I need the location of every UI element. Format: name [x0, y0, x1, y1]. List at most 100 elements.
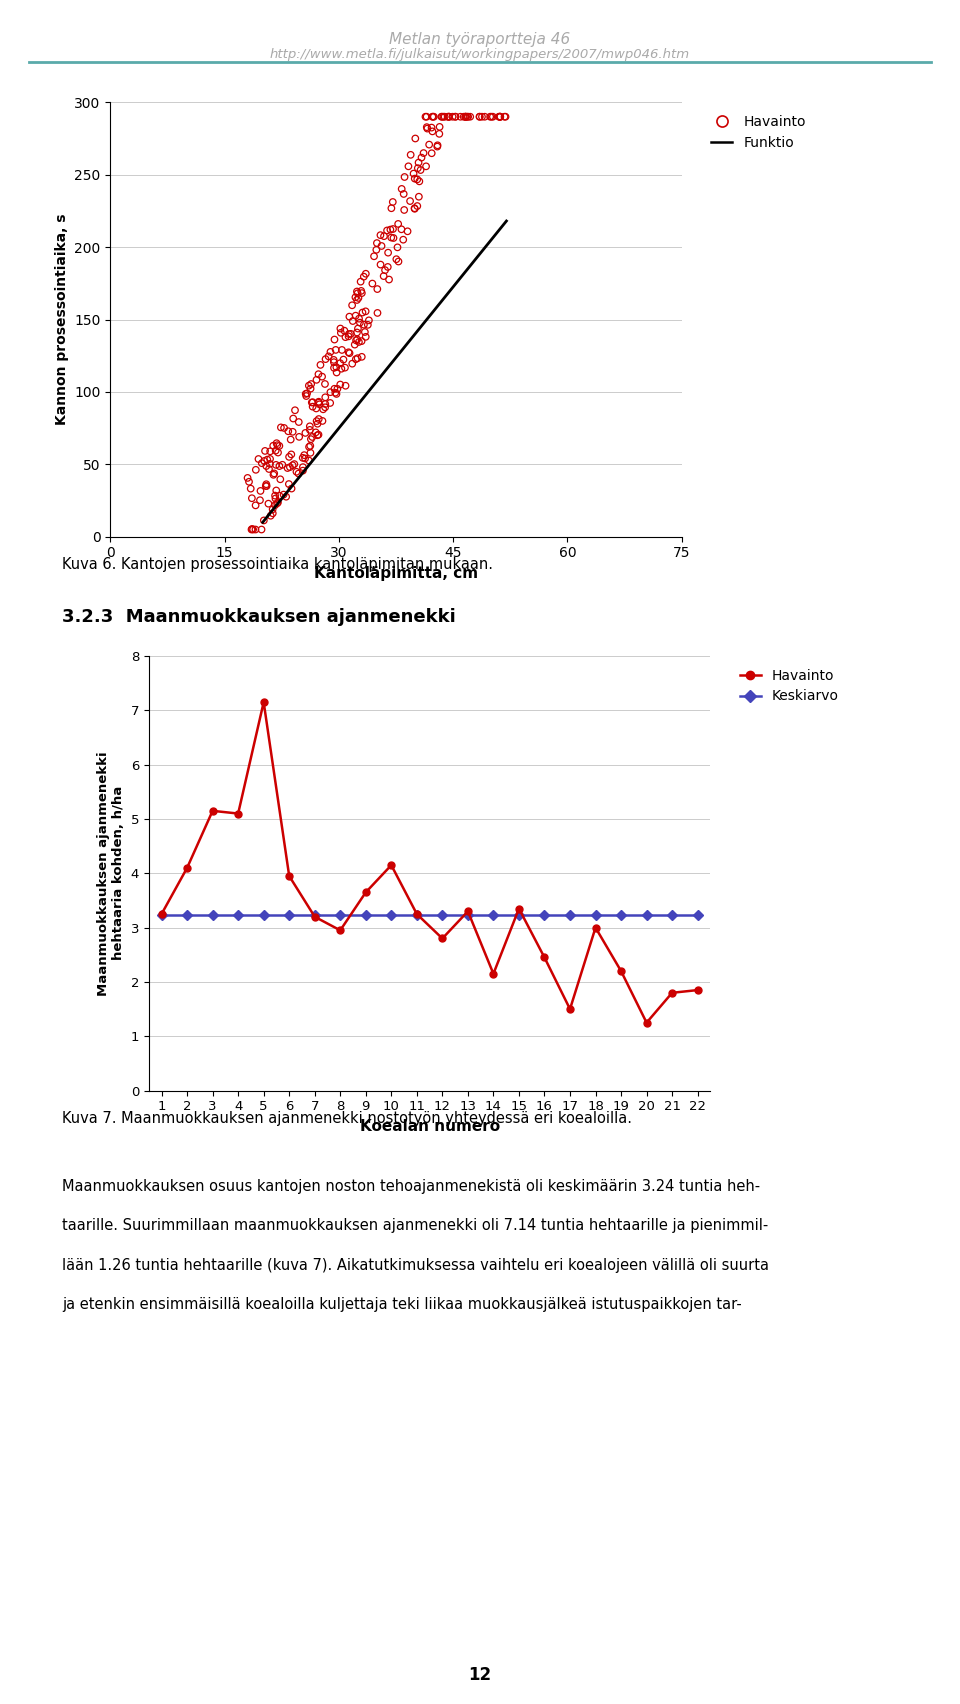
- Point: [396, 181, 412, 208]
- Point: [338, 371, 353, 399]
- Point: [287, 450, 302, 477]
- Point: [441, 102, 456, 130]
- Point: [315, 407, 330, 435]
- Point: [442, 102, 457, 130]
- Point: [420, 114, 435, 141]
- Point: [287, 397, 302, 424]
- Point: [442, 102, 457, 130]
- Point: [337, 354, 352, 382]
- Point: [342, 339, 357, 366]
- Point: [278, 484, 294, 511]
- Point: [355, 298, 371, 325]
- Point: [370, 230, 385, 257]
- Point: [318, 383, 333, 411]
- Point: [341, 339, 356, 366]
- Point: [356, 312, 372, 339]
- Point: [268, 436, 283, 463]
- Point: [341, 320, 356, 348]
- Point: [276, 481, 291, 508]
- Point: [272, 482, 287, 509]
- Point: [318, 390, 333, 417]
- Point: [309, 366, 324, 394]
- Point: [308, 395, 324, 423]
- Text: Kuva 7. Maanmuokkauksen ajanmenekki nostotyön yhteydessä eri koealoilla.: Kuva 7. Maanmuokkauksen ajanmenekki nost…: [62, 1111, 633, 1126]
- Point: [258, 453, 274, 481]
- Point: [302, 433, 318, 460]
- Point: [391, 210, 406, 237]
- Point: [291, 409, 306, 436]
- Point: [313, 351, 328, 378]
- Point: [345, 307, 360, 334]
- Point: [353, 268, 369, 295]
- Text: taarille. Suurimmillaan maanmuokkauksen ajanmenekki oli 7.14 tuntia hehtaarille : taarille. Suurimmillaan maanmuokkauksen …: [62, 1218, 769, 1234]
- Point: [282, 453, 298, 481]
- Point: [389, 245, 404, 273]
- Point: [304, 389, 320, 416]
- Point: [244, 484, 259, 511]
- Point: [384, 194, 399, 222]
- Y-axis label: Kannon prosessointiaika, s: Kannon prosessointiaika, s: [55, 213, 69, 426]
- Point: [310, 411, 325, 438]
- Point: [326, 349, 342, 377]
- Point: [458, 102, 473, 130]
- Point: [379, 216, 395, 244]
- Point: [328, 353, 344, 380]
- Point: [318, 394, 333, 421]
- Point: [410, 193, 425, 220]
- Point: [283, 441, 299, 469]
- Point: [407, 165, 422, 193]
- Point: [261, 455, 276, 482]
- Point: [358, 324, 373, 351]
- Point: [349, 325, 365, 353]
- Point: [458, 102, 473, 130]
- Point: [284, 475, 300, 503]
- Point: [411, 148, 426, 176]
- Point: [302, 440, 318, 467]
- Point: [365, 269, 380, 296]
- Point: [430, 133, 445, 160]
- Point: [354, 343, 370, 370]
- Point: [302, 412, 318, 440]
- Point: [376, 223, 392, 250]
- Point: [367, 242, 382, 269]
- Point: [477, 102, 492, 130]
- Text: ja etenkin ensimmäisillä koealoilla kuljettaja teki liikaa muokkausjälkeä istutu: ja etenkin ensimmäisillä koealoilla kulj…: [62, 1297, 742, 1312]
- Point: [348, 302, 363, 329]
- Point: [407, 194, 422, 222]
- Point: [266, 433, 281, 460]
- Point: [484, 102, 499, 130]
- Point: [329, 380, 345, 407]
- Point: [358, 298, 373, 325]
- Point: [498, 102, 514, 130]
- Point: [289, 458, 304, 486]
- Point: [474, 102, 490, 130]
- Point: [270, 489, 285, 516]
- Point: [334, 336, 349, 363]
- Point: [424, 118, 440, 145]
- Point: [376, 262, 392, 290]
- Point: [262, 438, 277, 465]
- Point: [334, 354, 349, 382]
- Point: [333, 315, 348, 343]
- Point: [311, 406, 326, 433]
- Point: [311, 361, 326, 389]
- Point: [296, 453, 311, 481]
- Point: [301, 446, 317, 474]
- Point: [314, 363, 329, 390]
- Point: [419, 153, 434, 181]
- Point: [356, 262, 372, 290]
- Point: [265, 496, 280, 523]
- Point: [298, 380, 313, 407]
- Text: Kuva 6. Kantojen prosessointiaika kantoläpimitan mukaan.: Kuva 6. Kantojen prosessointiaika kantol…: [62, 557, 493, 573]
- Point: [243, 475, 258, 503]
- Point: [352, 308, 368, 336]
- Point: [391, 247, 406, 274]
- X-axis label: Koealan numero: Koealan numero: [360, 1120, 499, 1133]
- Point: [370, 276, 385, 303]
- Point: [343, 320, 358, 348]
- Point: [432, 112, 447, 140]
- Point: [349, 319, 365, 346]
- Point: [373, 232, 389, 259]
- Point: [273, 465, 288, 492]
- Point: [311, 389, 326, 416]
